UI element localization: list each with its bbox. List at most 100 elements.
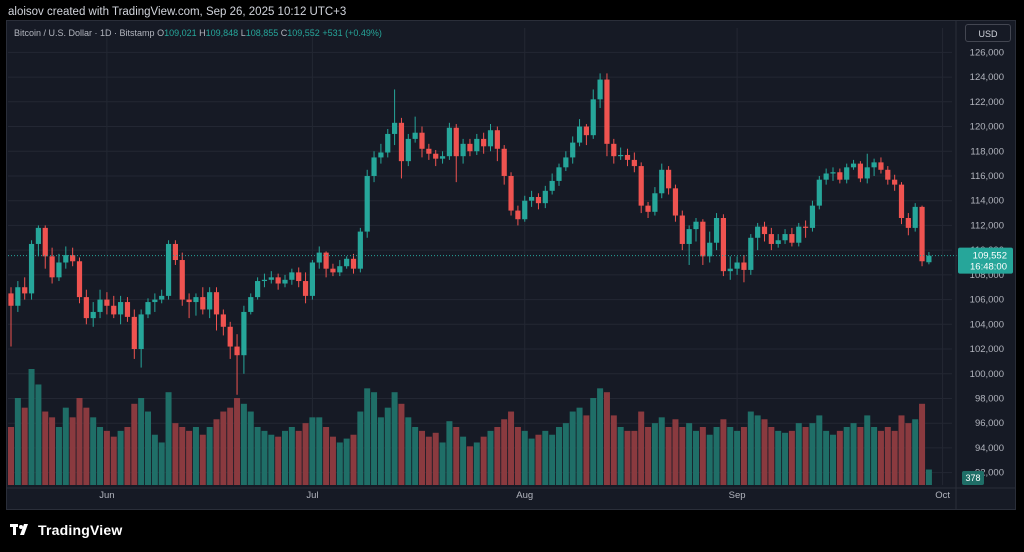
volume-bar [638,411,645,485]
candle-body [919,206,925,262]
candle-body [508,175,514,211]
volume-bar [8,427,14,485]
volume-bar [439,442,446,485]
candle-body [926,255,932,263]
candle-body [515,210,521,220]
candle-body [193,297,199,303]
volume-bar [405,417,412,485]
tradingview-logo-icon [10,524,28,535]
volume-bar [117,430,124,485]
volume-bar [412,427,419,485]
close-value: 109,552 [287,28,320,38]
candle-body [535,196,542,204]
candle-body [713,218,720,243]
volume-bar [97,427,104,485]
volume-bar [624,430,631,485]
volume-bar [131,403,138,485]
price-tag-box [958,247,1013,274]
candle-body [405,138,411,162]
candle-body [679,215,685,244]
volume-bar [788,430,795,485]
candle-body [823,173,829,180]
volume-tag-value: 378 [965,473,980,483]
volume-bar [165,392,172,485]
candle-body [385,133,391,153]
volume-bar [658,417,665,485]
candle-body [618,154,624,157]
volume-bar [487,430,494,485]
volume-bar [466,446,473,485]
volume-bar [158,442,165,485]
candle-body [309,262,315,296]
candle-body [857,163,863,179]
candle-body [570,142,576,158]
volume-bar [556,427,562,485]
volume-bar [494,427,501,485]
volume-bar [254,427,261,485]
candle-body [522,200,528,220]
volume-bar [809,423,816,485]
candle-body [892,179,898,185]
open-value: 109,021 [164,28,197,38]
volume-bar [610,415,617,485]
candle-body [49,256,55,278]
y-tick-label: 118,000 [970,146,1004,157]
volume-bar [172,423,179,485]
y-tick-label: 122,000 [970,97,1004,108]
candle-body [803,226,809,228]
currency-button[interactable]: USD [965,24,1011,42]
volume-bar [843,427,850,485]
volume-bar [521,430,528,485]
volume-bar [316,417,323,485]
candle-body [885,169,891,180]
tradingview-branding[interactable]: TradingView [10,519,122,541]
volume-bar [562,423,569,485]
volume-bar [651,423,658,485]
candle-body [693,221,699,230]
volume-bar [14,398,21,485]
volume-bar [514,427,521,485]
volume-bar [802,427,809,485]
volume-bar [446,421,453,485]
volume-bar [891,430,898,485]
volume-bar [816,415,823,485]
volume-bar [288,427,295,485]
candle-body [837,172,843,180]
candle-body [323,252,329,269]
volume-bar [220,411,227,485]
volume-bar [275,436,282,485]
candle-body [474,138,480,152]
y-tick-label: 112,000 [970,220,1004,231]
candle-body [282,279,288,284]
open-label: O [157,28,165,38]
volume-bar [192,427,199,485]
volume-bar [713,427,720,485]
volume-bar [768,427,775,485]
candle-body [734,262,740,269]
volume-bar [528,438,535,485]
volume-bar [508,411,515,485]
candle-body [460,143,466,157]
candle-body [686,229,692,244]
candle-body [392,122,398,134]
volume-bar [850,423,857,485]
candle-body [118,302,124,315]
x-tick-label: Aug [516,490,533,501]
candle-body [227,326,233,347]
tradingview-brand-text: TradingView [38,522,123,538]
volume-bar [42,411,49,485]
candle-body [624,154,631,160]
candle-body [761,226,768,235]
candle-body [83,297,89,319]
candle-body [611,143,617,157]
candle-body [576,126,583,143]
volume-tag-box [962,471,984,485]
price-tag-value: 109,552 [973,251,1007,262]
volume-bar [884,427,891,485]
candle-body [138,314,144,350]
candle-body [741,262,747,270]
candle-body [912,206,918,228]
volume-bar [357,411,364,485]
